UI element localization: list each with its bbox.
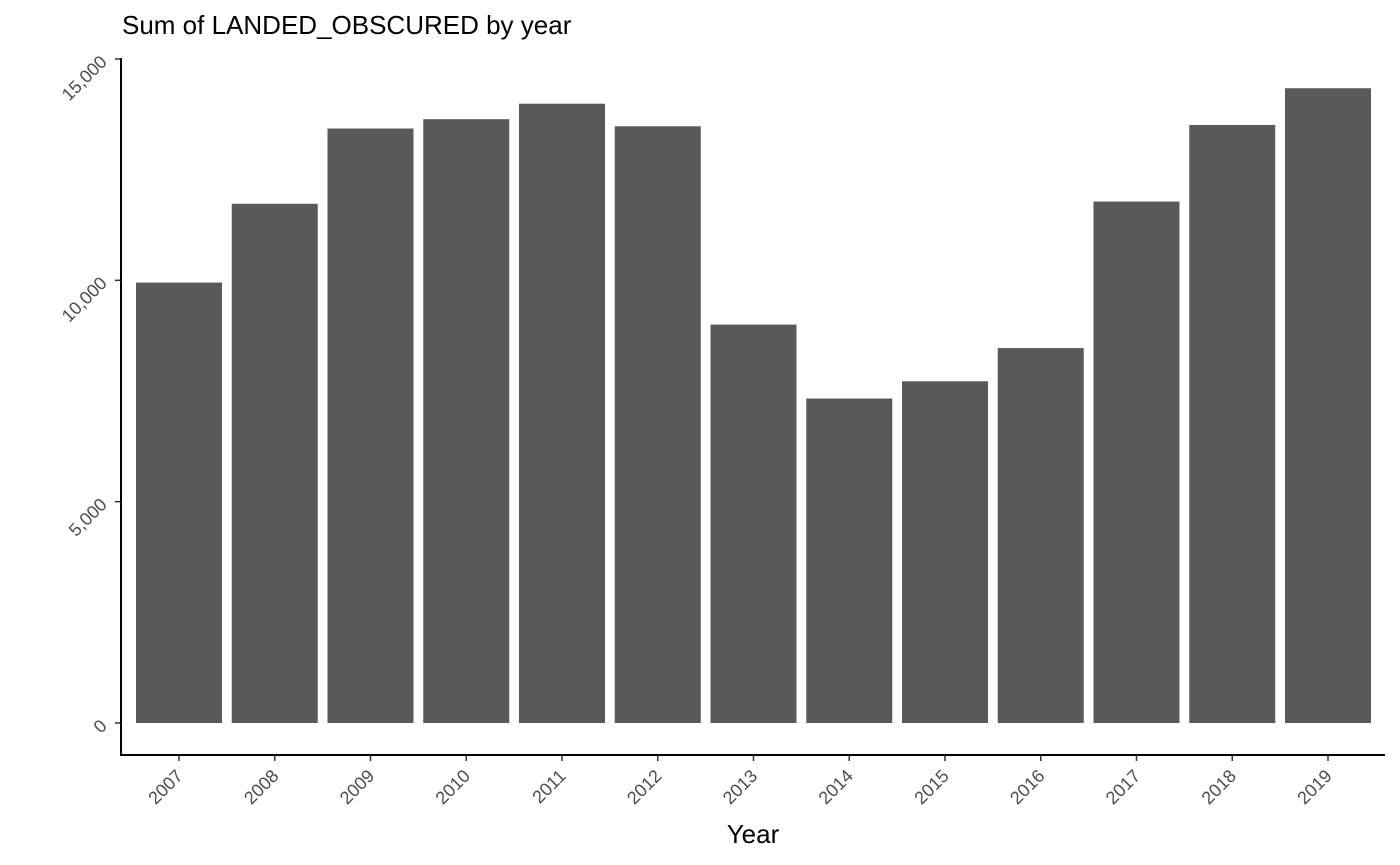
x-tick-label-2008: 2008 [240, 766, 282, 808]
x-tick-label-2012: 2012 [623, 766, 665, 808]
x-tick-label-2015: 2015 [910, 766, 952, 808]
bar-2007 [136, 282, 222, 723]
bar-2008 [231, 203, 318, 723]
bar-2019 [1285, 88, 1371, 724]
x-tick-label-2016: 2016 [1006, 766, 1048, 808]
bar-2014 [806, 398, 893, 723]
y-tick-label-5000: 5,000 [65, 494, 111, 540]
y-tick-label-0: 0 [90, 716, 111, 737]
bar-2013 [710, 324, 797, 723]
x-tick-label-2010: 2010 [432, 766, 474, 808]
bar-2015 [902, 381, 988, 723]
x-tick-label-2009: 2009 [336, 766, 378, 808]
bars-layer [136, 88, 1371, 724]
x-tick-label-2011: 2011 [528, 766, 570, 808]
bar-2009 [327, 128, 414, 723]
x-axis-title: Year [727, 819, 780, 849]
chart-title: Sum of LANDED_OBSCURED by year [122, 10, 572, 40]
bar-2016 [997, 348, 1084, 723]
y-tick-label-15000: 15,000 [58, 52, 111, 105]
x-tick-label-2018: 2018 [1198, 766, 1240, 808]
bar-2010 [423, 119, 510, 723]
x-tick-label-2017: 2017 [1102, 766, 1144, 808]
x-tick-label-2013: 2013 [719, 766, 761, 808]
bar-2018 [1189, 124, 1276, 723]
bar-2017 [1093, 201, 1180, 724]
x-tick-label-2019: 2019 [1293, 766, 1335, 808]
bar-2011 [519, 103, 605, 723]
y-axis-ticks: 0 5,000 10,000 15,000 [58, 52, 121, 737]
bar-2012 [614, 126, 701, 724]
x-tick-label-2014: 2014 [815, 766, 857, 808]
y-tick-label-10000: 10,000 [58, 273, 111, 326]
x-axis-ticks: 2007 2008 2009 2010 2011 2012 2013 2014 2015 2016… [144, 755, 1336, 808]
x-tick-label-2007: 2007 [144, 766, 186, 808]
